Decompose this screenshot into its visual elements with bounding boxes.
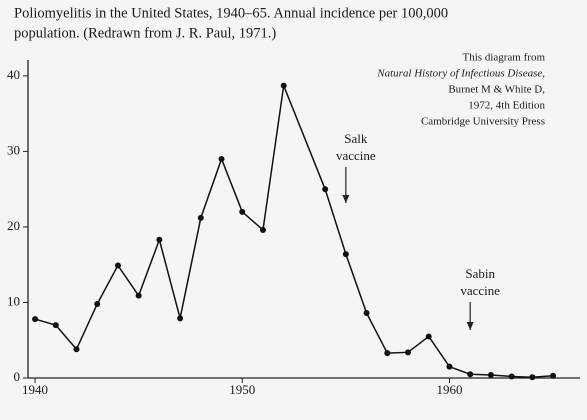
- data-point: [363, 310, 370, 317]
- x-tick-label: 1960: [436, 382, 462, 397]
- data-point: [405, 349, 412, 356]
- annotation-text: Salk: [344, 131, 368, 146]
- annotation-text: Sabin: [465, 266, 495, 281]
- source-note: Natural History of Infectious Disease,: [376, 68, 545, 80]
- y-tick-label: 20: [7, 218, 20, 233]
- data-point: [218, 155, 225, 162]
- x-tick-label: 1940: [22, 382, 48, 397]
- y-tick-label: 0: [14, 369, 21, 384]
- data-point: [259, 226, 266, 233]
- y-tick-label: 30: [7, 142, 20, 157]
- data-point: [487, 371, 494, 378]
- data-point: [197, 214, 204, 221]
- y-tick-label: 10: [7, 293, 20, 308]
- data-point: [177, 315, 184, 322]
- data-point: [446, 363, 453, 370]
- data-point: [342, 251, 349, 258]
- data-point: [73, 346, 80, 353]
- source-note: Cambridge University Press: [421, 116, 545, 128]
- y-tick-label: 40: [7, 67, 20, 82]
- source-note: This diagram from: [463, 52, 546, 64]
- chart-title: population. (Redrawn from J. R. Paul, 19…: [14, 25, 276, 41]
- data-point: [550, 372, 557, 379]
- data-point: [467, 371, 474, 378]
- data-point: [384, 350, 391, 357]
- chart-title: Poliomyelitis in the United States, 1940…: [14, 5, 448, 21]
- data-point: [32, 316, 39, 323]
- source-note: 1972, 4th Edition: [468, 100, 545, 112]
- data-point: [508, 373, 515, 380]
- data-point: [52, 322, 59, 329]
- data-point: [425, 333, 432, 340]
- annotation-arrowhead: [466, 322, 474, 330]
- annotation-text: vaccine: [336, 148, 376, 163]
- x-tick-label: 1950: [229, 382, 255, 397]
- data-point: [156, 236, 163, 243]
- data-point: [529, 374, 536, 381]
- data-point: [322, 186, 329, 193]
- data-point: [114, 262, 121, 269]
- source-note: Burnet M & White D,: [448, 84, 545, 96]
- data-point: [94, 300, 101, 307]
- data-point: [239, 208, 246, 215]
- annotation-arrowhead: [342, 195, 350, 203]
- data-point: [280, 82, 287, 89]
- data-point: [135, 292, 142, 299]
- annotation-text: vaccine: [460, 283, 500, 298]
